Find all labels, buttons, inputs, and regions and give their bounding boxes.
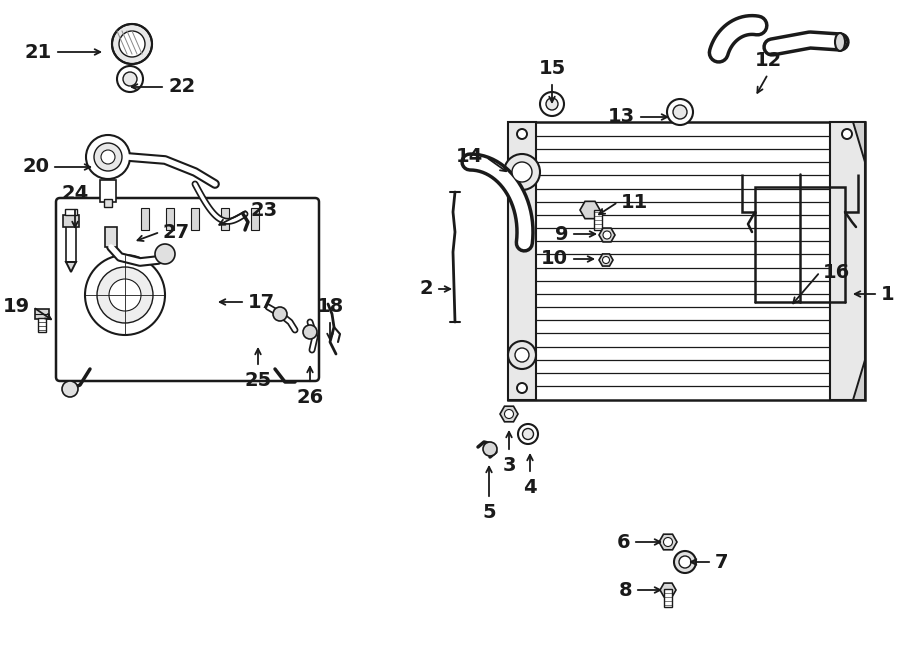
Text: 7: 7 (715, 553, 728, 571)
Bar (191, 208, 199, 230)
Circle shape (546, 98, 558, 110)
Text: 10: 10 (541, 250, 568, 269)
Text: 6: 6 (616, 532, 630, 551)
Circle shape (674, 551, 696, 573)
Circle shape (842, 129, 852, 139)
Circle shape (86, 135, 130, 179)
Bar (508, 122, 536, 400)
Bar (63, 215, 79, 227)
Circle shape (109, 279, 141, 311)
Circle shape (97, 267, 153, 323)
Bar (35, 309, 49, 319)
Circle shape (101, 150, 115, 164)
Bar (100, 180, 116, 202)
Circle shape (119, 31, 145, 57)
Bar (105, 227, 117, 247)
Polygon shape (599, 254, 613, 266)
Polygon shape (66, 262, 76, 272)
Text: 4: 4 (523, 478, 536, 497)
Text: 19: 19 (3, 297, 30, 316)
Text: 18: 18 (317, 297, 344, 316)
Text: 3: 3 (502, 456, 516, 475)
Circle shape (504, 154, 540, 190)
Bar (38, 318, 46, 332)
Circle shape (667, 99, 693, 125)
Circle shape (303, 325, 317, 339)
Circle shape (679, 556, 691, 568)
Bar (166, 208, 174, 230)
Circle shape (512, 162, 532, 182)
Bar (830, 122, 865, 400)
Circle shape (505, 410, 514, 418)
Text: 22: 22 (168, 77, 195, 97)
Polygon shape (830, 122, 865, 162)
Bar (141, 208, 149, 230)
Bar (664, 589, 672, 607)
Circle shape (85, 255, 165, 335)
Text: 1: 1 (881, 285, 895, 303)
Polygon shape (580, 201, 600, 218)
Text: 16: 16 (823, 263, 850, 281)
Text: 2: 2 (419, 279, 433, 299)
Circle shape (602, 256, 609, 263)
Circle shape (663, 538, 672, 547)
Circle shape (673, 105, 687, 119)
Circle shape (517, 129, 527, 139)
Bar (251, 208, 259, 230)
Circle shape (508, 341, 536, 369)
Text: 20: 20 (22, 158, 49, 177)
Text: 8: 8 (618, 581, 632, 600)
Bar (104, 199, 112, 207)
Circle shape (515, 348, 529, 362)
Polygon shape (500, 406, 518, 422)
Text: 24: 24 (61, 184, 88, 203)
Text: 15: 15 (538, 59, 565, 78)
Circle shape (523, 428, 534, 440)
Polygon shape (659, 534, 677, 550)
Circle shape (540, 92, 564, 116)
Text: 26: 26 (296, 388, 324, 407)
Polygon shape (830, 360, 865, 400)
Bar (594, 210, 602, 230)
Circle shape (483, 442, 497, 456)
Circle shape (518, 424, 538, 444)
Text: 11: 11 (621, 193, 648, 211)
Bar (221, 208, 229, 230)
Circle shape (123, 72, 137, 86)
Circle shape (603, 231, 611, 239)
Text: 17: 17 (248, 293, 275, 312)
Text: 27: 27 (163, 222, 190, 242)
Text: 21: 21 (25, 42, 52, 62)
Circle shape (517, 383, 527, 393)
Circle shape (62, 381, 78, 397)
Text: 9: 9 (554, 224, 568, 244)
Text: 23: 23 (251, 201, 278, 220)
Circle shape (117, 66, 143, 92)
Text: 13: 13 (608, 107, 635, 126)
Circle shape (155, 244, 175, 264)
Bar (508, 122, 865, 400)
Bar (66, 222, 76, 262)
FancyBboxPatch shape (56, 198, 319, 381)
Text: 14: 14 (455, 148, 483, 167)
Circle shape (273, 307, 287, 321)
Polygon shape (660, 583, 676, 597)
Ellipse shape (835, 33, 845, 51)
Text: 5: 5 (482, 503, 496, 522)
Bar (65, 209, 77, 215)
Text: 12: 12 (754, 51, 781, 70)
Text: 25: 25 (245, 371, 272, 390)
Polygon shape (599, 228, 615, 242)
Circle shape (94, 143, 122, 171)
Circle shape (112, 24, 152, 64)
